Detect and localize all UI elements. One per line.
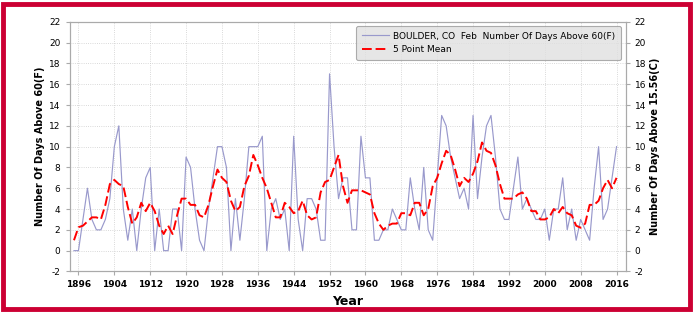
BOULDER, CO  Feb  Number Of Days Above 60(F) <box>195 238 204 242</box>
5 Point Mean <box>366 193 374 196</box>
Line: 5 Point Mean: 5 Point Mean <box>74 143 616 240</box>
5 Point Mean <box>478 141 486 144</box>
5 Point Mean <box>576 226 584 230</box>
5 Point Mean <box>599 186 607 190</box>
BOULDER, CO  Feb  Number Of Days Above 60(F) <box>599 217 607 221</box>
BOULDER, CO  Feb  Number Of Days Above 60(F) <box>70 249 78 252</box>
BOULDER, CO  Feb  Number Of Days Above 60(F) <box>612 145 621 149</box>
BOULDER, CO  Feb  Number Of Days Above 60(F) <box>325 72 334 76</box>
BOULDER, CO  Feb  Number Of Days Above 60(F) <box>576 217 584 221</box>
Line: BOULDER, CO  Feb  Number Of Days Above 60(F): BOULDER, CO Feb Number Of Days Above 60(… <box>74 74 616 251</box>
BOULDER, CO  Feb  Number Of Days Above 60(F) <box>420 166 428 169</box>
5 Point Mean <box>195 213 204 217</box>
X-axis label: Year: Year <box>332 295 363 308</box>
5 Point Mean <box>245 174 253 178</box>
5 Point Mean <box>612 176 621 180</box>
Y-axis label: Number Of Days Above 60(F): Number Of Days Above 60(F) <box>35 67 44 227</box>
Legend: BOULDER, CO  Feb  Number Of Days Above 60(F), 5 Point Mean: BOULDER, CO Feb Number Of Days Above 60(… <box>357 26 621 60</box>
BOULDER, CO  Feb  Number Of Days Above 60(F) <box>245 145 253 149</box>
5 Point Mean <box>415 201 423 205</box>
5 Point Mean <box>70 238 78 242</box>
BOULDER, CO  Feb  Number Of Days Above 60(F) <box>370 238 379 242</box>
Y-axis label: Number Of Days Above 15.56(C): Number Of Days Above 15.56(C) <box>651 58 660 235</box>
